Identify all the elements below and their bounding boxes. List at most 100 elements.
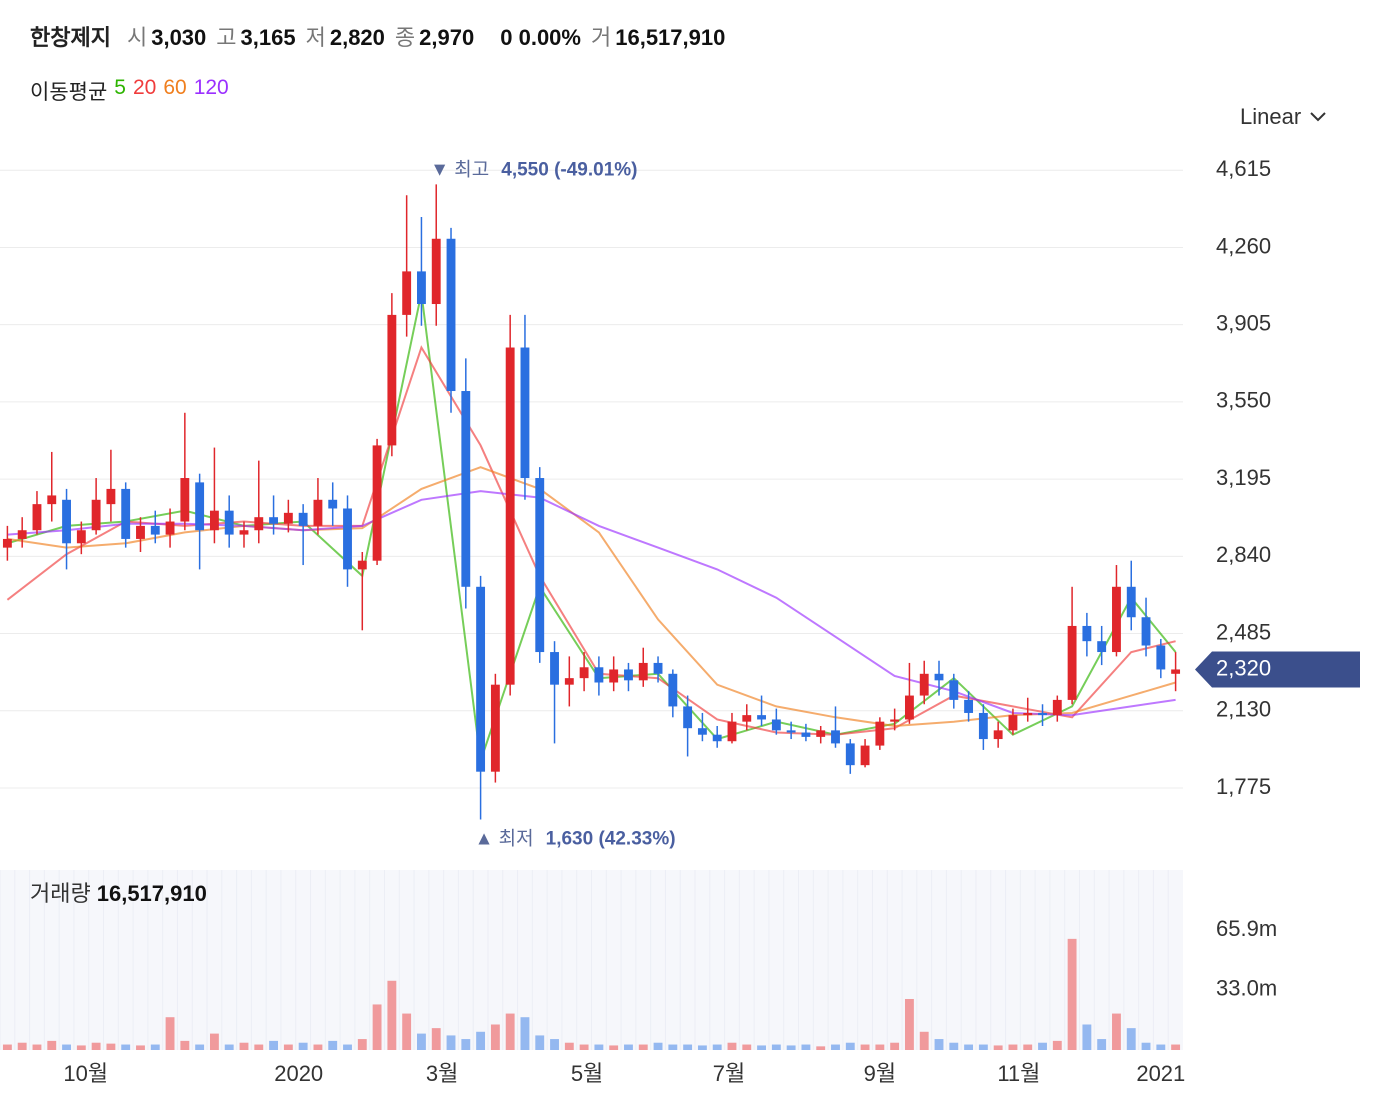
y-tick-label: 3,905 [1216, 310, 1271, 335]
volume-bar [520, 1017, 530, 1050]
volume-bar [964, 1044, 974, 1050]
candle-body [757, 715, 766, 720]
x-tick-label: 11월 [997, 1061, 1040, 1086]
candle-body [1126, 586, 1136, 618]
candle-body [742, 715, 752, 722]
volume-bar [372, 1004, 382, 1050]
candle-body [919, 673, 929, 696]
candle-body [313, 499, 323, 526]
volume-tick-label: 33.0m [1216, 976, 1277, 1001]
volume-bar [461, 1039, 471, 1050]
volume-bar [1112, 1013, 1121, 1050]
quote-field: 시 3,030 [127, 20, 206, 52]
scale-dropdown[interactable]: Linear [1240, 104, 1327, 130]
candle-body [978, 712, 988, 740]
candle-body [490, 684, 500, 772]
field-label: 종 [394, 25, 416, 50]
candle-body [32, 504, 42, 531]
annotation: ▼ 최고 4,550 (-49.01%) [430, 158, 637, 180]
candle-body [402, 271, 412, 315]
candle-body [1156, 645, 1166, 670]
volume-bar [1141, 1042, 1151, 1050]
volume-bar [653, 1042, 663, 1050]
scale-label[interactable]: Linear [1240, 104, 1302, 129]
volume-tick-label: 65.9m [1216, 916, 1277, 941]
annotation-label: ▼ 최고 [430, 158, 489, 180]
volume-bar [579, 1044, 589, 1050]
volume-bar [875, 1044, 885, 1050]
candle-body [180, 478, 190, 522]
volume-bar [62, 1044, 71, 1050]
volume-bar [431, 1028, 441, 1050]
volume-bar [727, 1042, 737, 1050]
x-tick-label: 9월 [864, 1061, 896, 1086]
volume-bar [136, 1045, 145, 1050]
candle-body [860, 745, 870, 766]
volume-bar [343, 1044, 352, 1050]
y-tick-label: 2,485 [1216, 619, 1271, 644]
field-value: 3,030 [151, 25, 207, 50]
volume-bar [387, 980, 397, 1050]
volume-bar [32, 1044, 42, 1050]
volume-bar [505, 1013, 515, 1050]
y-tick-label: 1,775 [1216, 774, 1271, 799]
volume-bar [904, 998, 914, 1050]
candle-body [771, 719, 781, 731]
candle-body [1082, 625, 1092, 642]
candle-body [845, 743, 855, 766]
candle-body [683, 706, 693, 729]
volume-bar [742, 1044, 752, 1050]
candle-body [106, 488, 116, 505]
volume-bar [150, 1044, 160, 1050]
volume-bar [949, 1042, 959, 1050]
candle-body [609, 669, 619, 683]
volume-bar [934, 1039, 944, 1050]
ma-line [7, 466, 1176, 728]
change: 0 0.00% [500, 25, 581, 51]
candle-body [239, 530, 249, 535]
volume-bar [1067, 938, 1077, 1050]
field-value: 2,820 [329, 25, 385, 50]
candle-body [1141, 617, 1151, 646]
volume-bar [17, 1042, 27, 1050]
candle-body [283, 512, 293, 524]
volume-bar [1097, 1039, 1107, 1050]
candle-body [328, 499, 338, 509]
volume-bar [845, 1042, 855, 1050]
volume-bar [550, 1039, 559, 1050]
chevron[interactable] [1309, 111, 1327, 123]
quote-field: 거 16,517,910 [591, 20, 725, 52]
y-tick-label: 4,615 [1216, 156, 1271, 181]
candle-body [875, 721, 885, 746]
candle-body [520, 347, 530, 479]
candle-body [1052, 699, 1062, 716]
candle-body [76, 530, 86, 544]
volume-bar [47, 1040, 57, 1050]
candle-body [224, 510, 234, 535]
candle-body [1023, 712, 1033, 716]
volume-bar [1126, 1028, 1136, 1050]
volume-bar [106, 1043, 116, 1050]
volume-bar [76, 1045, 86, 1050]
change-rate: 0.00% [518, 25, 581, 50]
candle-body [357, 560, 367, 570]
volume-bar [860, 1044, 870, 1050]
candle-body [550, 652, 559, 685]
candle-body [209, 510, 219, 531]
x-tick-label: 2020 [274, 1061, 323, 1086]
candle-body [1171, 669, 1181, 674]
volume-title-label: 거래량 [30, 881, 91, 906]
volume-bar [993, 1045, 1003, 1050]
candle-body [801, 732, 811, 737]
volume-bar [224, 1044, 234, 1050]
candle-body [579, 667, 589, 679]
volume-bar [564, 1042, 574, 1050]
volume-bar [1052, 1040, 1062, 1050]
change-value: 0 [500, 25, 513, 50]
candle-body [594, 667, 604, 683]
volume-bar [446, 1035, 456, 1050]
field-label: 시 [126, 25, 148, 50]
field-value: 3,165 [240, 25, 296, 50]
candle-body [535, 478, 545, 653]
candle-body [1097, 641, 1107, 653]
